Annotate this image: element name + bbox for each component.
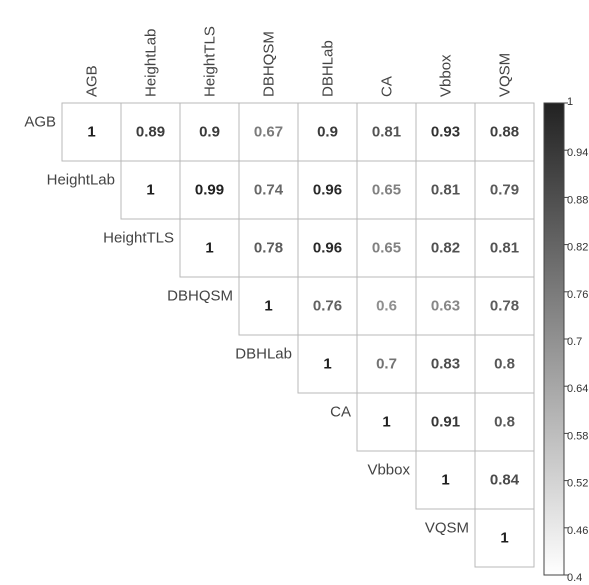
heatmap-cell — [356, 392, 417, 452]
cell-value: 0.81 — [372, 124, 401, 141]
heatmap-cell — [474, 508, 535, 568]
row-label: CA — [330, 404, 351, 421]
cell-value: 0.67 — [254, 124, 283, 141]
colorbar-tick-label: 0.52 — [567, 478, 588, 490]
cell-value: 0.76 — [313, 298, 342, 315]
cell-value: 0.65 — [372, 182, 401, 199]
cell-value: 0.96 — [313, 182, 342, 199]
heatmap-cell — [238, 218, 299, 278]
heatmap-cell — [120, 102, 181, 162]
cell-value: 0.81 — [490, 240, 519, 257]
column-label: CA — [379, 76, 396, 97]
heatmap-cell — [474, 334, 535, 394]
cell-value: 0.96 — [313, 240, 342, 257]
cell-value: 0.82 — [431, 240, 460, 257]
row-label: AGB — [24, 114, 56, 131]
row-label: DBHQSM — [167, 288, 233, 305]
cell-value: 0.91 — [431, 414, 460, 431]
row-label: DBHLab — [235, 346, 292, 363]
column-label: DBHQSM — [261, 31, 278, 97]
colorbar-tick-label: 0.58 — [567, 430, 588, 442]
heatmap-cell — [415, 160, 476, 220]
colorbar-gradient — [543, 102, 565, 576]
cell-value: 0.89 — [136, 124, 165, 141]
heatmap-cell — [474, 276, 535, 336]
colorbar-tick-label: 0.4 — [567, 572, 582, 584]
column-label: Vbbox — [438, 54, 455, 97]
heatmap-cell — [61, 102, 122, 162]
cell-value: 0.65 — [372, 240, 401, 257]
column-labels: AGB HeightLab HeightTLS DBHQSM DBHLab CA Vbbox… — [84, 26, 514, 97]
heatmap-cell — [120, 160, 181, 220]
colorbar-tick-label: 1 — [567, 96, 573, 108]
heatmap-cell — [238, 276, 299, 336]
cell-value: 0.93 — [431, 124, 460, 141]
cell-value: 0.8 — [494, 414, 515, 431]
cell-value: 0.99 — [195, 182, 224, 199]
heatmap-cell — [415, 334, 476, 394]
heatmap-cell — [415, 218, 476, 278]
colorbar-tick-label: 0.46 — [567, 525, 588, 537]
cell-value: 1 — [87, 124, 95, 141]
cell-value: 0.83 — [431, 356, 460, 373]
colorbar-tick-label: 0.7 — [567, 336, 582, 348]
colorbar-tick-label: 0.88 — [567, 194, 588, 206]
cell-value: 0.7 — [376, 356, 397, 373]
heatmap-cell — [179, 160, 240, 220]
heatmap-cell — [356, 334, 417, 394]
cell-value: 1 — [205, 240, 213, 257]
cell-value: 1 — [382, 414, 390, 431]
cell-value: 1 — [323, 356, 331, 373]
row-label: Vbbox — [367, 462, 410, 479]
heatmap-cell — [297, 276, 358, 336]
cell-value: 0.8 — [494, 356, 515, 373]
cell-value: 0.63 — [431, 298, 460, 315]
row-label: VQSM — [425, 520, 469, 537]
heatmap-cell — [474, 218, 535, 278]
cell-value: 0.78 — [490, 298, 519, 315]
cell-value: 0.79 — [490, 182, 519, 199]
colorbar-tick-label: 0.64 — [567, 383, 588, 395]
heatmap-cell — [179, 218, 240, 278]
cell-value: 1 — [264, 298, 272, 315]
heatmap-cell — [179, 102, 240, 162]
cell-value: 1 — [500, 530, 508, 547]
cell-value: 0.6 — [376, 298, 397, 315]
column-label: AGB — [84, 65, 101, 97]
column-label: HeightTLS — [202, 26, 219, 97]
heatmap-cell — [415, 276, 476, 336]
heatmap-cell — [474, 102, 535, 162]
cell-value: 1 — [441, 472, 449, 489]
colorbar-tick-label: 0.76 — [567, 289, 588, 301]
heatmap-cell — [297, 218, 358, 278]
cell-value: 1 — [146, 182, 154, 199]
heatmap-cell — [356, 218, 417, 278]
cell-value: 0.84 — [490, 472, 520, 489]
cell-value: 0.9 — [317, 124, 338, 141]
cell-value: 0.78 — [254, 240, 283, 257]
colorbar-tick-label: 0.82 — [567, 242, 588, 254]
cell-value: 0.81 — [431, 182, 460, 199]
heatmap-cell — [356, 102, 417, 162]
colorbar: 1 0.94 0.88 0.82 0.76 0.7 0.64 0.58 0.52 0.46 0.4 — [543, 96, 588, 584]
colorbar-tick-label: 0.94 — [567, 147, 588, 159]
row-label: HeightTLS — [103, 230, 174, 247]
cell-value: 0.74 — [254, 182, 284, 199]
heatmap-cell — [297, 334, 358, 394]
heatmap-cell — [415, 450, 476, 510]
column-label: VQSM — [497, 53, 514, 97]
column-label: DBHLab — [320, 40, 337, 97]
cell-value: 0.88 — [490, 124, 519, 141]
heatmap-cell — [297, 160, 358, 220]
cell-value: 0.9 — [199, 124, 220, 141]
heatmap-cell — [474, 392, 535, 452]
column-label: HeightLab — [143, 29, 160, 97]
row-label: HeightLab — [47, 172, 115, 189]
